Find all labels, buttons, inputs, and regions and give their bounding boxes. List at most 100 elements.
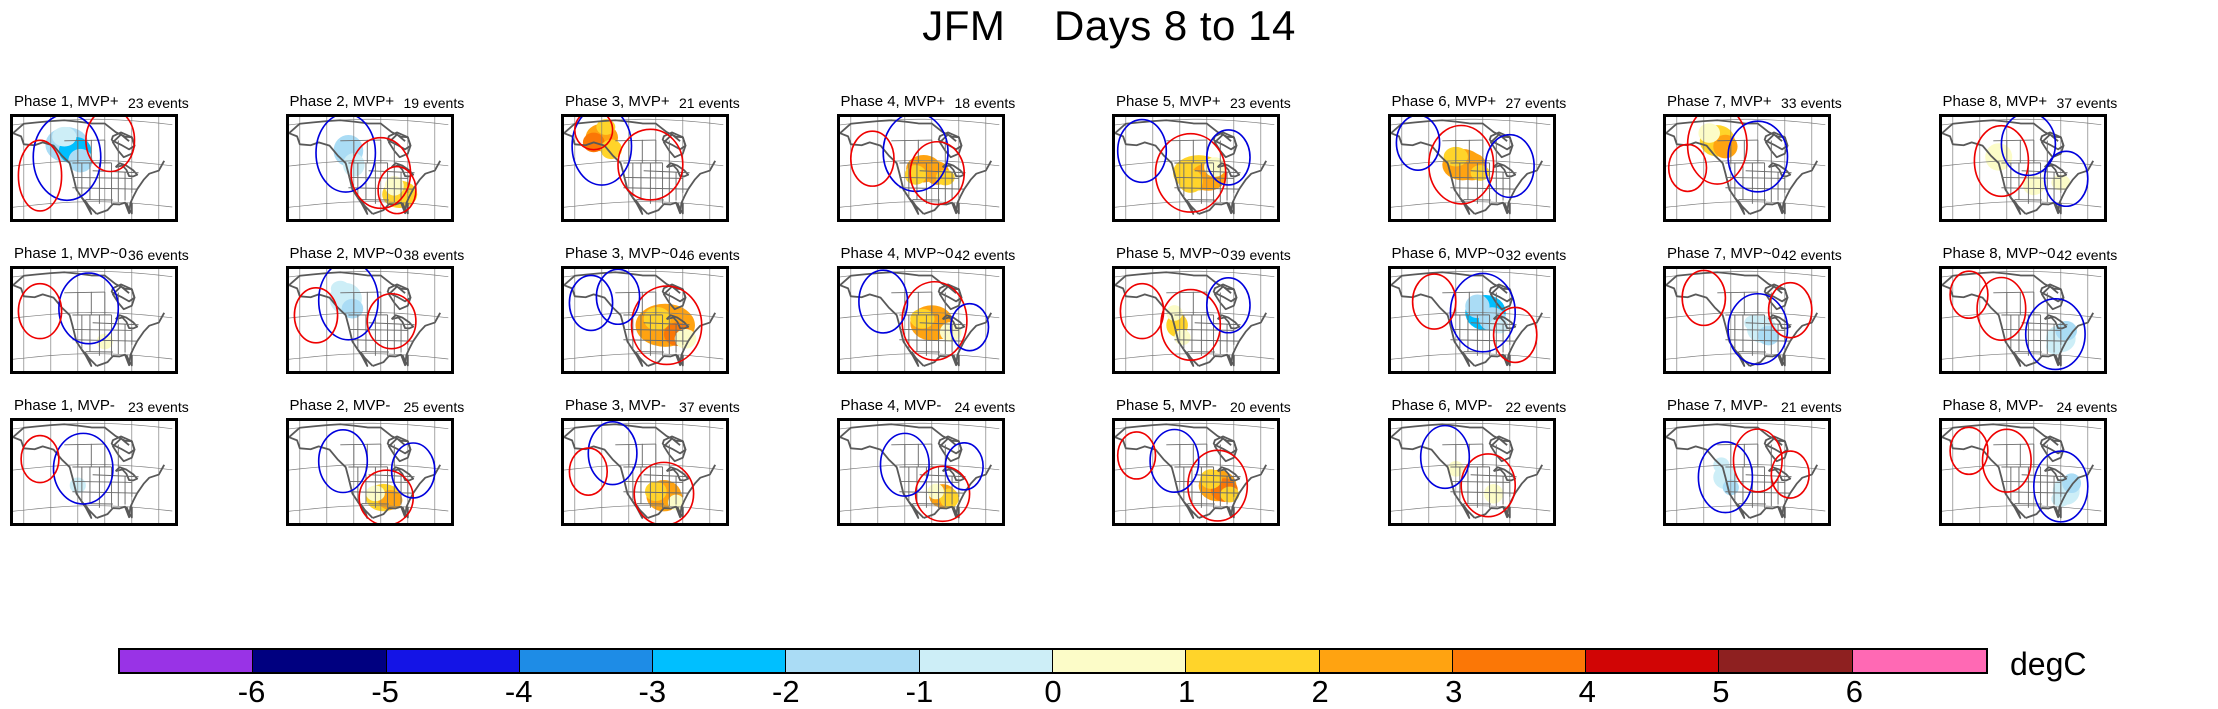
map-panel[interactable]: [1939, 418, 2107, 526]
panel-title: Phase 6, MVP- 22 events: [1388, 396, 1574, 416]
map-panel[interactable]: [10, 418, 178, 526]
panel-phase-label: Phase 4, MVP-: [841, 396, 942, 416]
map-panel[interactable]: [1663, 114, 1831, 222]
panel-event-count: 25 events: [404, 397, 465, 417]
graticule-line: [13, 202, 172, 208]
map-panel[interactable]: [10, 266, 178, 374]
map-panel[interactable]: [837, 418, 1005, 526]
graticule-line: [564, 506, 723, 512]
map-panel[interactable]: [837, 266, 1005, 374]
panel-title: Phase 7, MVP-21 events: [1663, 396, 1849, 416]
map-panel[interactable]: [561, 418, 729, 526]
coastline: [391, 315, 413, 328]
panel-event-count: 27 events: [1506, 93, 1567, 113]
anomaly-shading: [1178, 169, 1202, 193]
political-border: [72, 329, 131, 330]
map-panel[interactable]: [286, 266, 454, 374]
coastline: [116, 315, 138, 328]
political-border: [72, 177, 131, 178]
anomaly-shading: [1484, 484, 1503, 504]
anomaly-shading: [1758, 326, 1780, 346]
map-plot: [13, 117, 175, 219]
map-plot: [840, 117, 1002, 219]
panel-phase-label: Phase 1, MVP~0: [14, 244, 127, 264]
panel-phase-label: Phase 6, MVP-: [1392, 396, 1493, 416]
map-panel[interactable]: [1939, 114, 2107, 222]
anomaly-shading: [52, 127, 76, 147]
panel-title: Phase 1, MVP+23 events: [10, 92, 196, 112]
colorbar-tick: 6: [1846, 676, 1863, 708]
map-panel[interactable]: [561, 114, 729, 222]
map-plot: [289, 117, 451, 219]
political-border: [64, 292, 104, 293]
map-panel[interactable]: [1112, 418, 1280, 526]
map-panel[interactable]: [561, 266, 729, 374]
panel-event-count: 42 events: [955, 245, 1016, 265]
panel-phase-label: Phase 2, MVP+: [290, 92, 395, 112]
map-panel[interactable]: [10, 114, 178, 222]
map-plot: [13, 421, 175, 523]
panel-phase-label: Phase 5, MVP-: [1116, 396, 1217, 416]
graticule-line: [564, 464, 723, 470]
panel-event-count: 46 events: [679, 245, 740, 265]
coastline: [564, 424, 686, 461]
graticule-line: [564, 160, 723, 166]
positive-contour: [1120, 284, 1163, 339]
map-panel[interactable]: [837, 114, 1005, 222]
graticule-line: [1666, 202, 1825, 208]
panel-event-count: 22 events: [1506, 397, 1567, 417]
map-panel[interactable]: [1388, 418, 1556, 526]
coastline: [391, 467, 413, 480]
map-plot: [1391, 269, 1553, 371]
anomaly-shading: [1200, 469, 1222, 489]
graticule-line: [840, 202, 999, 208]
panel-phase-label: Phase 6, MVP+: [1392, 92, 1497, 112]
graticule-line: [1666, 354, 1825, 360]
political-border: [891, 444, 932, 445]
map-panel[interactable]: [1112, 114, 1280, 222]
negative-contour: [588, 422, 637, 485]
panel-phase-label: Phase 2, MVP~0: [290, 244, 403, 264]
political-border: [1993, 292, 2034, 293]
panel-phase-label: Phase 1, MVP+: [14, 92, 119, 112]
map-plot: [289, 421, 451, 523]
colorbar-tick: -4: [505, 676, 533, 708]
panel-phase-label: Phase 5, MVP+: [1116, 92, 1221, 112]
map-panel[interactable]: [1388, 266, 1556, 374]
colorbar-cell: [1719, 650, 1852, 672]
colorbar-tick: 1: [1178, 676, 1195, 708]
graticule-line: [13, 354, 172, 360]
map-panel[interactable]: [1663, 266, 1831, 374]
panel-phase-label: Phase 4, MVP~0: [841, 244, 954, 264]
colorbar-tick: 2: [1312, 676, 1329, 708]
colorbar-cell: [387, 650, 520, 672]
map-panel[interactable]: [1663, 418, 1831, 526]
page-title: JFM Days 8 to 14: [0, 2, 2218, 50]
map-panel[interactable]: [286, 418, 454, 526]
colorbar-cell: [1053, 650, 1186, 672]
map-panel[interactable]: [1112, 266, 1280, 374]
colorbar-cell: [920, 650, 1053, 672]
panel-event-count: 23 events: [128, 397, 189, 417]
map-panel[interactable]: [1388, 114, 1556, 222]
panel-phase-label: Phase 2, MVP-: [290, 396, 391, 416]
political-border: [1442, 444, 1483, 445]
graticule-line: [1942, 506, 2101, 512]
map-panel[interactable]: [286, 114, 454, 222]
panel-phase-label: Phase 7, MVP+: [1667, 92, 1772, 112]
panel-title: Phase 2, MVP- 25 events: [286, 396, 472, 416]
panel-title: Phase 6, MVP+ 27 events: [1388, 92, 1574, 112]
panel-title: Phase 8, MVP-24 events: [1939, 396, 2125, 416]
panel-event-count: 19 events: [404, 93, 465, 113]
colorbar-cell: [1853, 650, 1986, 672]
map-panel[interactable]: [1939, 266, 2107, 374]
graticule-line: [1666, 506, 1825, 512]
graticule-line: [1115, 464, 1274, 470]
political-border: [1717, 292, 1758, 293]
positive-contour: [21, 436, 59, 483]
